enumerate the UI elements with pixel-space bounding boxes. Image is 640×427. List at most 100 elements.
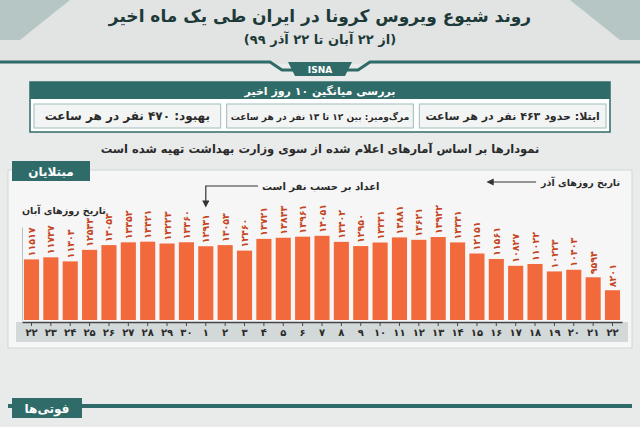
data-label: ۱۲۹۵۰ [355, 214, 366, 243]
x-tick-label: ۱۶ [490, 327, 502, 338]
bar [295, 237, 310, 320]
data-label: ۱۲۱۵۱ [471, 221, 482, 250]
x-tick-label: ۱۴ [451, 327, 463, 338]
x-tick [341, 322, 342, 326]
bar [198, 246, 213, 320]
x-tick [496, 322, 497, 326]
x-tick [108, 322, 109, 326]
annotation: اعداد بر حسب نفر است [262, 181, 380, 193]
bar [411, 240, 426, 320]
x-tick [380, 322, 381, 326]
x-tick [418, 322, 419, 326]
x-tick-label: ۲۵ [83, 327, 95, 338]
x-tick [70, 322, 71, 326]
bar [489, 259, 504, 320]
bar [256, 239, 271, 320]
bar [392, 237, 407, 320]
x-tick [438, 322, 439, 326]
bar [314, 236, 329, 320]
x-tick-label: ۲۲ [25, 327, 37, 338]
y-axis-line [22, 228, 23, 321]
section-title: مبتلایان [28, 165, 74, 179]
next-section-tab [12, 398, 82, 418]
bar [140, 242, 155, 320]
data-label: ۱۳۹۶۱ [297, 205, 308, 234]
data-label: ۱۳۰۵۳ [220, 213, 231, 242]
bar [508, 266, 523, 320]
x-tick-label: ۲۱ [587, 327, 599, 338]
x-tick-label: ۴ [261, 327, 267, 338]
bar [121, 242, 136, 320]
x-tick-label: ۱۹ [548, 327, 560, 338]
x-tick [573, 322, 574, 326]
x-tick-label: ۲۳ [45, 327, 57, 338]
x-tick-label: ۲۶ [103, 327, 115, 338]
data-label: ۱۳۸۴۳ [278, 206, 289, 235]
bar [353, 246, 368, 320]
x-tick-label: ۲۰ [568, 327, 580, 338]
note: نمودارها بر اساس آمارهای اعلام شده از سو… [101, 142, 540, 157]
x-tick-label: ۱۱ [393, 327, 405, 338]
x-tick-label: ۲۹ [161, 327, 173, 338]
stat-text: بهبود: ۴۷۰ نفر در هر ساعت [45, 109, 210, 124]
x-tick [50, 322, 51, 326]
header-decoration [570, 0, 640, 40]
bar [63, 261, 78, 320]
x-tick [167, 322, 168, 326]
bar [237, 251, 252, 320]
bar [586, 277, 601, 320]
x-tick-label: ۵ [280, 327, 286, 338]
data-label: ۱۰۴۰۳ [568, 238, 579, 267]
x-tick-label: ۸ [338, 327, 344, 338]
data-label: ۸۲۰۱ [607, 264, 618, 287]
x-axis-band [16, 322, 628, 342]
x-tick [457, 322, 458, 326]
x-tick [128, 322, 129, 326]
bar [547, 271, 562, 320]
data-label: ۱۰۸۲۷ [510, 234, 521, 263]
x-tick-label: ۳۰ [180, 327, 192, 338]
section-tab [12, 161, 90, 181]
chart-panel [8, 170, 632, 348]
data-label: ۱۳۲۲۳ [162, 211, 173, 240]
stats-title: بررسی میانگین ۱۰ روز اخیر [244, 85, 396, 98]
next-section-title: فوتی‌ها [25, 402, 70, 417]
data-label: ۱۳۴۰۲ [336, 210, 347, 239]
data-label: ۱۱۵۱۷ [26, 227, 37, 256]
x-tick [31, 322, 32, 326]
stat-box [227, 104, 414, 128]
x-tick-label: ۲ [222, 327, 228, 338]
x-tick [612, 322, 613, 326]
bar [373, 243, 388, 320]
data-label: ۱۰۲۲۳ [549, 239, 560, 268]
x-tick-label: ۱۸ [529, 327, 541, 338]
x-tick-label: ۲۲ [606, 327, 618, 338]
x-tick-label: ۱۷ [510, 327, 522, 338]
x-tick [283, 322, 284, 326]
data-label: ۱۱۷۳۷ [45, 225, 56, 254]
stat-text: مرگ‌ومیر: بین ۱۲ تا ۱۳ نفر در هر ساعت [231, 111, 409, 123]
x-tick [515, 322, 516, 326]
bar [276, 238, 291, 320]
x-tick-label: ۱۲ [413, 327, 425, 338]
x-tick [205, 322, 206, 326]
data-label: ۱۲۴۶۰ [239, 219, 250, 248]
x-tick [476, 322, 477, 326]
bar [218, 245, 233, 320]
x-tick-label: ۱ [203, 327, 209, 338]
data-label: ۱۳۹۲۲ [433, 205, 444, 234]
bar [450, 242, 465, 320]
data-label: ۱۱۵۶۱ [491, 227, 502, 256]
x-tick [263, 322, 264, 326]
x-tick [360, 322, 361, 326]
bar [24, 259, 39, 320]
x-tick-label: ۲۴ [64, 327, 76, 338]
bar [469, 253, 484, 320]
data-label: ۱۳۴۲۱ [142, 210, 153, 239]
x-tick [186, 322, 187, 326]
stats-panel [30, 82, 610, 132]
bar [82, 250, 97, 320]
x-tick [147, 322, 148, 326]
bar [527, 264, 542, 320]
annotation: تاریخ روزهای آبان [22, 204, 106, 217]
